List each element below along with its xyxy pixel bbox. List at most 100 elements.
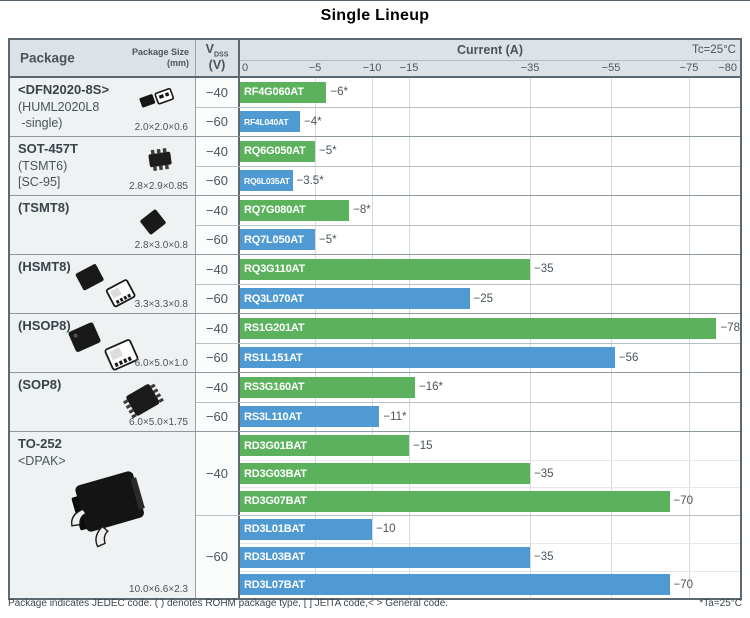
vdss-group: −40 RQ6G050AT −5* bbox=[196, 137, 740, 166]
part-number: RQ6G050AT bbox=[244, 145, 306, 158]
bar-chart-area: RQ3L070AT −25 bbox=[240, 284, 740, 313]
gridline bbox=[372, 225, 373, 254]
current-bar: RS3L110AT bbox=[240, 406, 380, 428]
gridline bbox=[611, 166, 612, 195]
bar-row: RD3L01BAT −10 bbox=[240, 516, 740, 544]
current-value: −5* bbox=[319, 145, 337, 158]
package-section: (TSMT8) 2.8×3.0×0.8 −40 RQ7G080AT −8* −60 RQ7L… bbox=[10, 195, 740, 254]
current-value: −56 bbox=[618, 351, 639, 364]
package-name: TO-252 bbox=[18, 436, 62, 451]
gridline bbox=[611, 373, 612, 402]
part-number: RD3G01BAT bbox=[244, 439, 307, 452]
package-size-column-label: Package Size (mm) bbox=[132, 47, 189, 69]
part-number: RQ3G110AT bbox=[244, 263, 305, 276]
top-rule bbox=[0, 0, 750, 1]
bar-row: RS1L151AT −56 bbox=[240, 344, 740, 373]
x-axis-tick: −35 bbox=[520, 62, 540, 74]
section-chart-rows: −40 RS1G201AT −78 −60 RS1L151AT −56 bbox=[196, 314, 740, 372]
current-bar: RS1L151AT bbox=[240, 347, 615, 369]
current-value: −25 bbox=[473, 292, 494, 305]
package-cell: SOT-457T (TSMT6) [SC-95] 2.8×2.9×0.85 bbox=[10, 137, 196, 195]
x-axis-tick: −10 bbox=[362, 62, 382, 74]
table-header: Package Package Size (mm) VDSS (V) Curre… bbox=[10, 40, 740, 78]
current-value: −6* bbox=[330, 86, 348, 99]
bar-row: RF4L040AT −4* bbox=[240, 108, 740, 137]
gridline bbox=[689, 78, 690, 107]
gridline bbox=[315, 166, 316, 195]
vdss-value: −60 bbox=[196, 515, 240, 598]
current-bar: RQ7G080AT bbox=[240, 199, 350, 221]
bar-chart-area: RS3G160AT −16* bbox=[240, 373, 740, 402]
current-value: −70 bbox=[673, 578, 694, 591]
package-name: (TSMT6) bbox=[18, 158, 68, 173]
bar-row: RQ3G110AT −35 bbox=[240, 255, 740, 284]
package-name: (HSOP8) bbox=[18, 318, 71, 333]
vdss-value: −40 bbox=[196, 255, 240, 284]
current-bar: RS3G160AT bbox=[240, 376, 416, 398]
package-cell: <DFN2020-8S> (HUML2020L8 -single) 2.0×2.0×… bbox=[10, 78, 196, 136]
vdss-group: −40 RS3G160AT −16* bbox=[196, 373, 740, 402]
current-value: −78 bbox=[720, 322, 740, 335]
gridline bbox=[409, 225, 410, 254]
section-chart-rows: −40 RQ7G080AT −8* −60 RQ7L050AT −5* bbox=[196, 196, 740, 254]
bar-row: RS1G201AT −78 bbox=[240, 314, 740, 343]
gridline bbox=[530, 515, 531, 598]
table-body: <DFN2020-8S> (HUML2020L8 -single) 2.0×2.0×… bbox=[10, 78, 740, 598]
gridline bbox=[530, 373, 531, 402]
bar-chart-area: RF4G060AT −6* bbox=[240, 78, 740, 107]
gridline bbox=[611, 78, 612, 107]
gridline bbox=[530, 166, 531, 195]
part-number: RD3L03BAT bbox=[244, 551, 305, 564]
gridline bbox=[409, 166, 410, 195]
bar-row: RD3G03BAT −35 bbox=[240, 459, 740, 488]
gridline bbox=[611, 196, 612, 225]
hsop8-package-icon bbox=[58, 319, 150, 378]
gridline bbox=[409, 78, 410, 107]
vdss-value: −60 bbox=[196, 343, 240, 372]
part-number: RS3G160AT bbox=[244, 381, 305, 394]
package-size: 10.0×6.6×2.3 bbox=[129, 584, 188, 595]
bar-row: RD3L07BAT −70 bbox=[240, 570, 740, 599]
vdss-group: −60 RQ7L050AT −5* bbox=[196, 224, 740, 254]
package-size: 2.0×2.0×0.6 bbox=[134, 122, 188, 133]
part-number: RS1L151AT bbox=[244, 351, 303, 364]
vdss-value: −40 bbox=[196, 373, 240, 402]
vdss-group: −60 RS1L151AT −56 bbox=[196, 342, 740, 373]
tsmt8-package-icon bbox=[131, 204, 175, 247]
x-axis-tick: −5 bbox=[308, 62, 322, 74]
current-bar: RF4G060AT bbox=[240, 81, 327, 103]
gridline bbox=[689, 432, 690, 515]
part-number: RS3L110AT bbox=[244, 410, 302, 423]
vdss-value: −60 bbox=[196, 107, 240, 136]
package-size: 6.0×5.0×1.0 bbox=[134, 358, 188, 369]
current-value: −10 bbox=[376, 523, 396, 536]
current-axis-label: Current (A) bbox=[457, 43, 523, 57]
current-bar: RD3G03BAT bbox=[240, 463, 530, 485]
gridline bbox=[409, 137, 410, 166]
bar-chart-area: RD3L01BAT −10 RD3L03BAT −35 RD3L07BAT −70 bbox=[240, 515, 740, 599]
package-section: (HSMT8) 3.3×3.3×0.8 −40 RQ3G110AT −35 −60 RQ3L… bbox=[10, 254, 740, 313]
vdss-group: −40 RF4G060AT −6* bbox=[196, 78, 740, 107]
package-name: [SC-95] bbox=[18, 175, 61, 190]
bar-row: RD3L03BAT −35 bbox=[240, 543, 740, 571]
package-size-label: Package Size bbox=[131, 47, 189, 58]
part-number: RD3L07BAT bbox=[244, 578, 305, 591]
package-names: <DFN2020-8S> (HUML2020L8 -single) bbox=[18, 82, 189, 131]
footnote: Package indicates JEDEC code. ( ) denote… bbox=[8, 598, 742, 609]
dfn2020-package-icon bbox=[137, 85, 179, 116]
package-cell: (HSMT8) 3.3×3.3×0.8 bbox=[10, 255, 196, 313]
part-number: RS1G201AT bbox=[244, 322, 305, 335]
gridline bbox=[689, 255, 690, 284]
package-names: SOT-457T (TSMT6) [SC-95] bbox=[18, 141, 189, 190]
vdss-symbol: VDSS bbox=[205, 42, 229, 59]
gridline bbox=[689, 166, 690, 195]
x-axis-tick: −15 bbox=[399, 62, 419, 74]
gridline bbox=[372, 107, 373, 136]
package-size: 6.0×5.0×1.75 bbox=[129, 417, 188, 428]
bar-row: RD3G07BAT −70 bbox=[240, 487, 740, 515]
current-value: −11* bbox=[383, 410, 407, 423]
current-bar: RQ3G110AT bbox=[240, 258, 530, 280]
current-bar: RQ6G050AT bbox=[240, 140, 315, 162]
bar-row: RQ6L035AT −3.5* bbox=[240, 167, 740, 196]
package-name: (HSMT8) bbox=[18, 259, 71, 274]
